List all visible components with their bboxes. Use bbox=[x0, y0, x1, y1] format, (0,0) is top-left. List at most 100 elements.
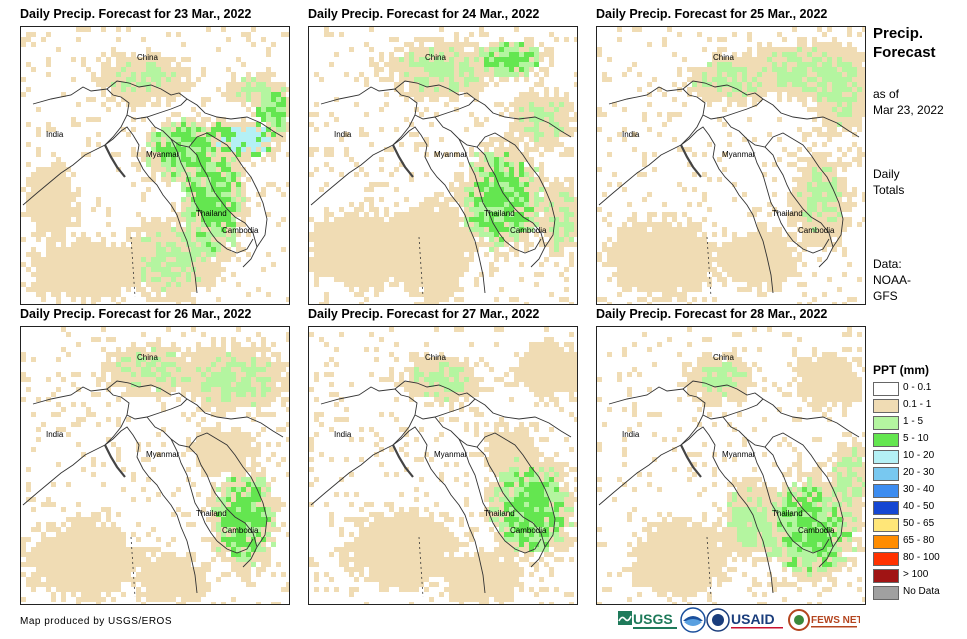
label-china: China bbox=[713, 353, 734, 362]
label-china: China bbox=[137, 53, 158, 62]
legend-swatch bbox=[873, 552, 899, 566]
precip-map: China India Myanmar Thailand Cambodia bbox=[308, 26, 578, 305]
as-of-date: as of Mar 23, 2022 bbox=[873, 86, 944, 118]
label-myanmar: Myanmar bbox=[146, 150, 180, 159]
credit-text: Map produced by USGS/EROS bbox=[20, 616, 173, 627]
usaid-logo: USAID bbox=[706, 607, 786, 633]
legend-label: No Data bbox=[903, 586, 940, 597]
legend-swatch bbox=[873, 569, 899, 583]
legend-label: 20 - 30 bbox=[903, 467, 935, 478]
label-cambodia: Cambodia bbox=[222, 526, 259, 535]
precip-map: China India Myanmar Thailand Cambodia bbox=[596, 326, 866, 605]
precip-raster bbox=[597, 327, 865, 604]
fewsnet-logo: FEWS NET bbox=[788, 607, 860, 633]
legend-rows: 0 - 0.1 0.1 - 1 1 - 5 5 - 10 10 - 20 20 - 30 3… bbox=[873, 381, 967, 602]
label-myanmar: Myanmar bbox=[434, 450, 468, 459]
label-cambodia: Cambodia bbox=[510, 226, 547, 235]
legend-label: 30 - 40 bbox=[903, 484, 935, 495]
legend-item: 5 - 10 bbox=[873, 432, 967, 449]
legend-item: > 100 bbox=[873, 568, 967, 585]
legend-item: 50 - 65 bbox=[873, 517, 967, 534]
label-cambodia: Cambodia bbox=[798, 226, 835, 235]
as-of-value: Mar 23, 2022 bbox=[873, 103, 944, 117]
label-china: China bbox=[137, 353, 158, 362]
legend-label: 0 - 0.1 bbox=[903, 382, 932, 393]
daily-totals: Daily Totals bbox=[873, 166, 904, 198]
legend-item: 10 - 20 bbox=[873, 449, 967, 466]
label-myanmar: Myanmar bbox=[722, 450, 756, 459]
legend-item: 65 - 80 bbox=[873, 534, 967, 551]
label-india: India bbox=[622, 430, 640, 439]
fewsnet-logo-mark: FEWS NET bbox=[788, 609, 860, 631]
noaa-logo-mark bbox=[680, 607, 706, 633]
legend-label: 5 - 10 bbox=[903, 433, 929, 444]
label-myanmar: Myanmar bbox=[146, 450, 180, 459]
label-cambodia: Cambodia bbox=[510, 526, 547, 535]
legend-swatch bbox=[873, 416, 899, 430]
legend-item: 1 - 5 bbox=[873, 415, 967, 432]
label-myanmar: Myanmar bbox=[434, 150, 468, 159]
label-india: India bbox=[622, 130, 640, 139]
label-thailand: Thailand bbox=[484, 209, 515, 218]
panel-title: Daily Precip. Forecast for 28 Mar., 2022 bbox=[596, 307, 828, 321]
legend-swatch bbox=[873, 501, 899, 515]
legend-label: 0.1 - 1 bbox=[903, 399, 932, 410]
precip-raster bbox=[21, 27, 289, 304]
noaa-logo bbox=[680, 607, 706, 633]
legend-swatch bbox=[873, 535, 899, 549]
legend-item: 20 - 30 bbox=[873, 466, 967, 483]
side-title-line2: Forecast bbox=[873, 44, 936, 61]
legend-item: 0 - 0.1 bbox=[873, 381, 967, 398]
legend-item: No Data bbox=[873, 585, 967, 602]
label-thailand: Thailand bbox=[484, 509, 515, 518]
legend-label: 50 - 65 bbox=[903, 518, 935, 529]
legend-item: 40 - 50 bbox=[873, 500, 967, 517]
usaid-logo-mark: USAID bbox=[706, 608, 783, 632]
legend-label: 40 - 50 bbox=[903, 501, 935, 512]
data-source-line2: GFS bbox=[873, 289, 898, 303]
panel-title: Daily Precip. Forecast for 27 Mar., 2022 bbox=[308, 307, 540, 321]
as-of-label: as of bbox=[873, 87, 900, 101]
panel-title: Daily Precip. Forecast for 25 Mar., 2022 bbox=[596, 7, 828, 21]
legend-swatch bbox=[873, 484, 899, 498]
precip-raster bbox=[309, 27, 577, 304]
daily-label: Daily bbox=[873, 167, 900, 181]
legend-label: > 100 bbox=[903, 569, 929, 580]
data-label: Data: bbox=[873, 257, 902, 271]
label-cambodia: Cambodia bbox=[798, 526, 835, 535]
panel-title: Daily Precip. Forecast for 23 Mar., 2022 bbox=[20, 7, 252, 21]
label-thailand: Thailand bbox=[196, 509, 227, 518]
label-china: China bbox=[425, 53, 446, 62]
usgs-logo-mark: USGS bbox=[618, 611, 677, 629]
precip-map: China India Myanmar Thailand Cambodia bbox=[20, 326, 290, 605]
data-source: Data: NOAA- GFS bbox=[873, 256, 911, 304]
panel-title: Daily Precip. Forecast for 26 Mar., 2022 bbox=[20, 307, 252, 321]
side-title: Precip. Forecast bbox=[873, 24, 936, 62]
side-title-line1: Precip. bbox=[873, 25, 924, 42]
legend-swatch bbox=[873, 467, 899, 481]
legend-label: 65 - 80 bbox=[903, 535, 935, 546]
legend-item: 0.1 - 1 bbox=[873, 398, 967, 415]
precip-map: China India Myanmar Thailand Cambodia bbox=[308, 326, 578, 605]
label-china: China bbox=[713, 53, 734, 62]
label-china: China bbox=[425, 353, 446, 362]
legend-swatch bbox=[873, 382, 899, 396]
legend: PPT (mm) 0 - 0.1 0.1 - 1 1 - 5 5 - 10 10 - 2… bbox=[873, 363, 967, 602]
fewsnet-logo-text: FEWS NET bbox=[811, 615, 860, 626]
precip-raster bbox=[597, 27, 865, 304]
data-source-line1: NOAA- bbox=[873, 273, 912, 287]
label-india: India bbox=[46, 130, 64, 139]
precip-raster bbox=[309, 327, 577, 604]
legend-label: 1 - 5 bbox=[903, 416, 924, 427]
panel-title: Daily Precip. Forecast for 24 Mar., 2022 bbox=[308, 7, 540, 21]
usgs-logo-text: USGS bbox=[633, 611, 673, 627]
legend-swatch bbox=[873, 586, 899, 600]
label-india: India bbox=[334, 130, 352, 139]
legend-title: PPT (mm) bbox=[873, 363, 930, 377]
legend-swatch bbox=[873, 518, 899, 532]
legend-swatch bbox=[873, 433, 899, 447]
label-india: India bbox=[46, 430, 64, 439]
label-india: India bbox=[334, 430, 352, 439]
label-myanmar: Myanmar bbox=[722, 150, 756, 159]
label-cambodia: Cambodia bbox=[222, 226, 259, 235]
